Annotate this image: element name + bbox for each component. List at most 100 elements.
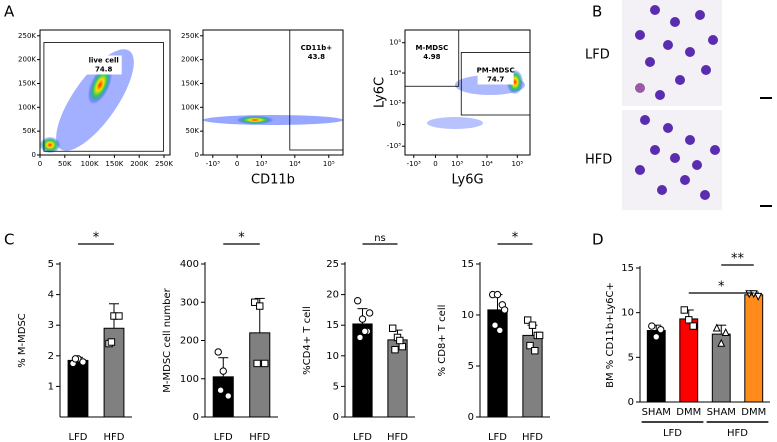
x-tick-label: 0 xyxy=(38,160,42,168)
y-tick-label: 0 xyxy=(397,121,401,129)
data-point xyxy=(253,359,261,368)
x-tick-label: DMM xyxy=(676,407,701,418)
gate xyxy=(404,29,460,87)
x-tick-label: -10³ xyxy=(407,160,421,168)
y-tick-label: 5 xyxy=(468,361,474,372)
data-point xyxy=(717,338,726,347)
density-cloud xyxy=(427,117,483,129)
x-axis-label: Ly6G xyxy=(451,173,483,188)
y-tick-label: 150K xyxy=(18,79,36,87)
gate xyxy=(460,52,531,116)
y-tick-label: 15 xyxy=(621,263,634,274)
data-point xyxy=(493,290,502,299)
y-tick-label: 10 xyxy=(461,310,474,321)
x-tick-label: HFD xyxy=(104,432,125,442)
panel-label: B xyxy=(592,3,602,21)
gate-value: 74.7 xyxy=(487,76,504,84)
data-point xyxy=(79,358,87,366)
group-label: HFD xyxy=(727,428,748,439)
gate-name: CD11b+ xyxy=(301,44,333,52)
y-tick-label: 0 xyxy=(628,397,634,408)
x-tick-label: 50K xyxy=(58,160,72,168)
data-point xyxy=(491,321,499,329)
y-tick-label: 15 xyxy=(326,320,339,331)
y-tick-label: 5 xyxy=(628,352,634,363)
x-tick-label: 10³ xyxy=(451,160,463,168)
y-tick-label: 10³ xyxy=(389,99,401,107)
y-axis-label: %CD4+ T cell xyxy=(302,306,313,375)
data-point xyxy=(648,322,656,330)
y-tick-label: 400 xyxy=(180,259,199,270)
data-point xyxy=(358,315,367,323)
data-point xyxy=(391,345,399,354)
y-tick-label: 50K xyxy=(186,127,200,135)
data-point xyxy=(528,321,537,329)
data-point xyxy=(531,347,539,355)
data-point xyxy=(251,298,259,306)
plot-frame xyxy=(39,29,171,156)
y-tick-label: 15 xyxy=(461,259,474,270)
data-point xyxy=(712,323,721,332)
data-point xyxy=(523,316,532,324)
bar xyxy=(646,330,666,403)
data-point xyxy=(396,336,404,345)
y-tick-label: 0 xyxy=(32,151,36,159)
y-tick-label: -10³ xyxy=(387,142,401,150)
gate-name: live cell xyxy=(89,57,119,65)
significance-label: ns xyxy=(374,233,386,244)
gate-value: 43.8 xyxy=(308,53,325,61)
micrographs xyxy=(622,0,772,210)
gate xyxy=(43,42,164,152)
data-point xyxy=(107,338,116,346)
cells xyxy=(635,5,720,200)
x-axis-label: CD11b xyxy=(251,173,295,188)
data-point xyxy=(689,322,697,330)
data-point xyxy=(496,326,504,334)
gate-label-bg xyxy=(298,43,335,62)
bar xyxy=(679,318,699,403)
y-tick-label: 150K xyxy=(181,79,199,87)
data-point xyxy=(657,325,665,334)
bar xyxy=(744,294,764,403)
data-point xyxy=(71,355,80,363)
gate-value: 4.98 xyxy=(423,53,440,61)
x-tick-label: 0 xyxy=(235,160,239,168)
data-point xyxy=(353,297,362,305)
panel-label: A xyxy=(4,3,15,21)
significance-label: * xyxy=(512,231,519,246)
data-point xyxy=(356,333,364,342)
gate-name: M-MDSC xyxy=(415,44,448,52)
data-point xyxy=(256,302,264,310)
x-tick-label: HFD xyxy=(249,432,270,442)
data-point xyxy=(214,348,222,356)
x-tick-label: 100K xyxy=(81,160,99,168)
group-label: LFD xyxy=(663,428,682,439)
significance-label: * xyxy=(718,280,725,295)
y-axis-label: Ly6C xyxy=(373,77,388,108)
y-tick-label: 20 xyxy=(326,290,339,301)
y-tick-label: 5 xyxy=(333,381,339,392)
y-axis-label: M-MDSC cell number xyxy=(162,287,173,392)
y-tick-label: 2 xyxy=(48,351,54,362)
data-point xyxy=(216,386,225,394)
data-point xyxy=(526,341,534,350)
y-tick-label: 250K xyxy=(18,32,36,40)
y-tick-label: 3 xyxy=(48,320,54,331)
y-tick-label: 25 xyxy=(326,259,339,270)
data-point xyxy=(398,342,407,351)
data-point xyxy=(685,316,693,324)
gate-name: PM-MDSC xyxy=(477,67,515,75)
y-tick-label: 100K xyxy=(181,103,199,111)
x-tick-label: LFD xyxy=(214,432,233,442)
data-point xyxy=(261,359,269,368)
x-tick-label: LFD xyxy=(68,432,87,442)
panel-label: C xyxy=(4,231,14,249)
x-tick-label: 10³ xyxy=(256,160,268,168)
data-point xyxy=(721,328,730,337)
data-point xyxy=(680,306,688,314)
y-tick-label: 100K xyxy=(18,103,36,111)
data-point xyxy=(365,309,374,317)
data-point xyxy=(535,331,544,340)
y-tick-label: 200K xyxy=(18,56,36,64)
